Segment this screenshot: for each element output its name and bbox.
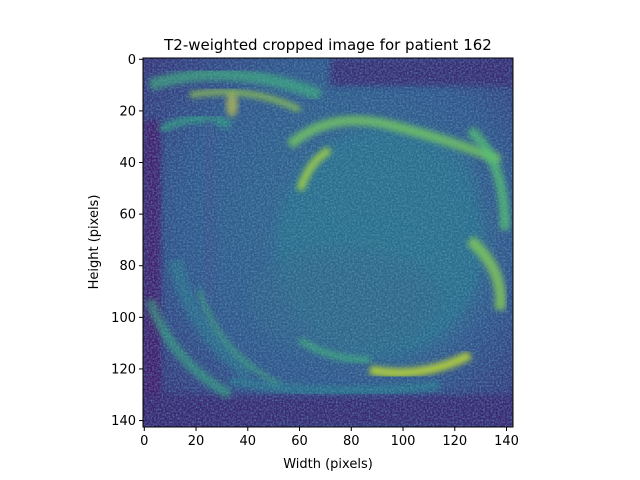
y-tick-label: 40 [119, 156, 136, 171]
x-tick-label: 120 [442, 434, 467, 449]
x-tick-label: 0 [140, 434, 148, 449]
y-tick-label: 120 [111, 362, 136, 377]
y-tick-label: 20 [119, 104, 136, 119]
chart-title: T2-weighted cropped image for patient 16… [163, 36, 492, 54]
x-tick-label: 100 [391, 434, 416, 449]
x-tick-label: 60 [291, 434, 308, 449]
plot-frame [142, 57, 514, 428]
x-tick-label: 40 [240, 434, 257, 449]
y-tick-label: 0 [128, 53, 136, 68]
x-tick-label: 20 [188, 434, 205, 449]
x-tick-label: 140 [494, 434, 519, 449]
y-axis-ticks: 0 20 40 60 80 100 120 140 [111, 53, 143, 429]
x-tick-label: 80 [343, 434, 360, 449]
x-axis-ticks: 0 20 40 60 80 100 120 140 [140, 427, 519, 449]
y-tick-label: 100 [111, 311, 136, 326]
mri-image [143, 58, 513, 427]
y-tick-label: 60 [119, 208, 136, 223]
x-axis-label: Width (pixels) [283, 457, 373, 472]
y-tick-label: 140 [111, 414, 136, 429]
y-tick-label: 80 [119, 259, 136, 274]
y-axis-label: Height (pixels) [87, 195, 102, 290]
